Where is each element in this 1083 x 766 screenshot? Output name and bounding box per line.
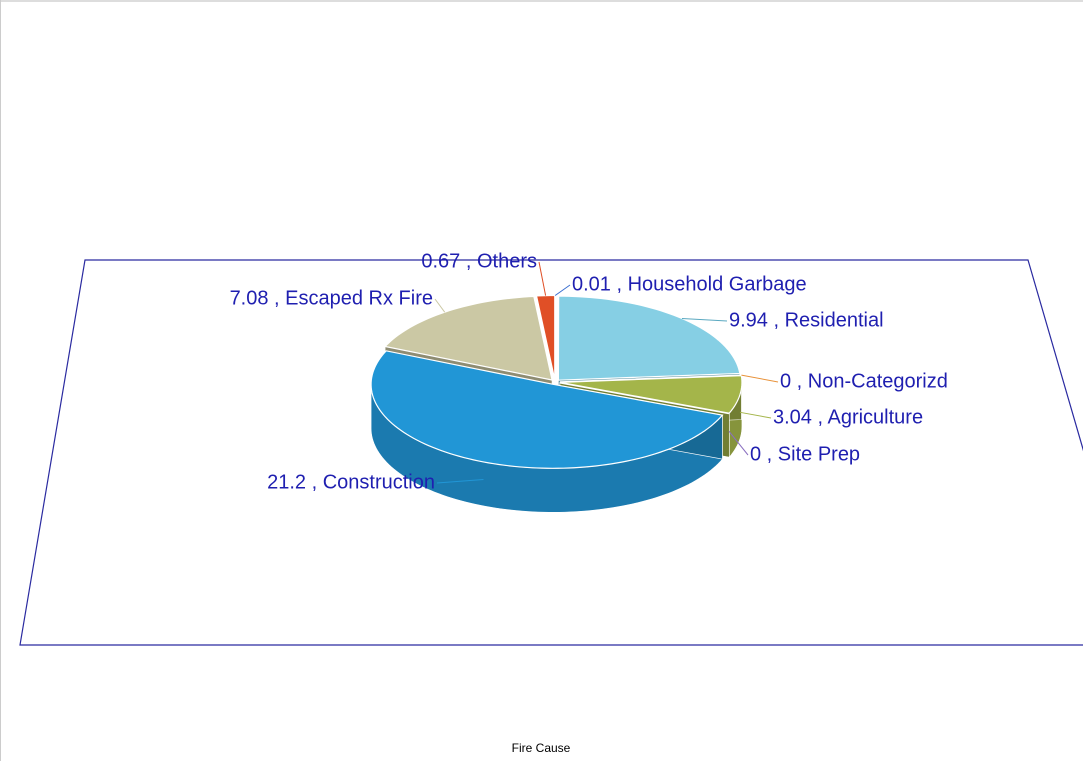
- data-label: 0.01 , Household Garbage: [572, 273, 807, 295]
- data-label: 9.94 , Residential: [729, 309, 884, 331]
- data-label: 7.08 , Escaped Rx Fire: [230, 287, 433, 309]
- x-axis-label: Fire Cause: [512, 741, 571, 755]
- data-label: 3.04 , Agriculture: [773, 406, 923, 428]
- data-label: 0.67 , Others: [421, 250, 537, 272]
- data-label: 21.2 , Construction: [267, 471, 435, 493]
- data-label: 0 , Non-Categorizd: [780, 370, 948, 392]
- data-label: 0 , Site Prep: [750, 443, 860, 465]
